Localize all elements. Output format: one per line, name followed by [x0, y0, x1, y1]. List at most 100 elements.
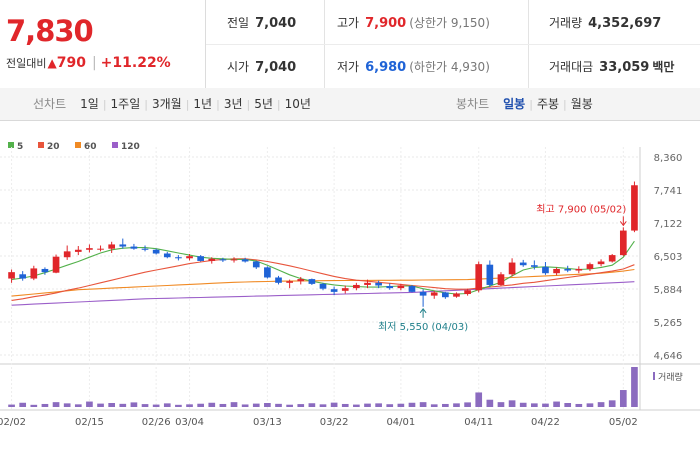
y-tick-label-2: 7,122 — [654, 219, 683, 230]
line-period-tab-0[interactable]: 1일 — [80, 97, 99, 111]
line-period-tab-5[interactable]: 5년 — [254, 97, 273, 111]
candle-body — [430, 292, 438, 296]
change-percent: +11.22% — [100, 55, 171, 71]
candle-27 — [308, 278, 316, 285]
x-tick-label-6: 04/01 — [386, 417, 415, 428]
candle-body — [130, 246, 138, 249]
candle-body — [464, 290, 471, 295]
candle-body — [252, 261, 260, 268]
volume-bar-42 — [475, 392, 483, 407]
tab-divider: | — [102, 98, 107, 111]
candle-body — [219, 259, 227, 261]
candle-54 — [608, 254, 616, 263]
x-tick-label-8: 04/22 — [531, 417, 560, 428]
candle-body — [375, 282, 382, 286]
candle-body — [197, 256, 204, 261]
volume-bar-29 — [330, 402, 338, 407]
line-period-tab-2[interactable]: 3개월 — [151, 97, 182, 111]
legend-swatch-3 — [112, 142, 118, 148]
volume-bar-13 — [152, 404, 160, 407]
ma120-line — [11, 281, 635, 306]
chart-legend: 5 20 60 120 — [8, 142, 140, 152]
x-tick-label-2: 02/26 — [142, 417, 171, 428]
x-tick-label-0: 02/02 — [0, 417, 26, 428]
candle-period-tab-0[interactable]: 일봉 — [503, 97, 526, 111]
candle-body — [586, 264, 594, 269]
candle-body — [175, 257, 182, 259]
candle-body — [508, 262, 516, 275]
open-value: 7,040 — [255, 60, 297, 75]
chart-grid: 8,360 7,741 7,122 6,503 5,884 5,265 4,646 — [0, 147, 700, 411]
candle-10 — [119, 238, 127, 249]
candle-47 — [530, 260, 538, 270]
candle-12 — [141, 245, 149, 252]
volume-bar-51 — [575, 403, 583, 407]
candle-3 — [41, 267, 49, 275]
volume-bar-1 — [19, 402, 27, 407]
candle-35 — [397, 283, 405, 291]
tab-divider: | — [144, 98, 148, 111]
legend-swatch-1 — [38, 142, 44, 148]
low-annotation: 최저 5,550 (04/03) — [378, 321, 468, 333]
change-amount: 790 — [56, 55, 86, 71]
candle-42 — [475, 261, 483, 293]
volume-bar-5 — [63, 403, 71, 407]
tab-divider: | — [185, 98, 190, 111]
candle-43 — [486, 260, 494, 288]
day-low-label: 저가 — [337, 60, 360, 74]
candle-20 — [230, 257, 238, 263]
volume-bar-14 — [163, 403, 171, 407]
candle-8 — [97, 245, 104, 252]
volume-bar-54 — [608, 400, 616, 407]
lower-limit: (하한가 4,930) — [409, 60, 490, 74]
x-tick-label-5: 03/22 — [320, 417, 349, 428]
candle-body — [8, 272, 15, 279]
volume-bar-10 — [119, 403, 127, 407]
candle-21 — [241, 257, 249, 263]
volume-bar-24 — [275, 403, 282, 407]
candle-body — [264, 267, 271, 278]
candle-36 — [408, 284, 416, 293]
change-row: 전일대비▲790 | +11.22% — [6, 55, 171, 71]
line-period-tab-1[interactable]: 1주일 — [110, 97, 141, 111]
candle-46 — [519, 259, 527, 267]
candle-body — [497, 274, 505, 285]
volume-bar-43 — [486, 399, 494, 407]
volume-bar-18 — [208, 402, 216, 407]
candle-body — [564, 268, 572, 271]
volume-bar-34 — [386, 404, 394, 407]
volume-bar-39 — [442, 403, 449, 407]
candle-4 — [52, 254, 60, 274]
candle-body — [141, 248, 149, 250]
x-tick-label-3: 03/04 — [175, 417, 204, 428]
line-chart-title: 선차트 — [33, 97, 67, 111]
candle-body — [408, 286, 416, 292]
volume-bar-3 — [41, 403, 49, 407]
volume-bar-9 — [108, 403, 116, 407]
line-period-tab-6[interactable]: 10년 — [284, 97, 311, 111]
chart-tabs: 선차트 1일 | 1주일 | 3개월 | 1년 | 3년 | 5년 | 10년 봉차트 일봉 | 주봉 | 월봉 — [0, 88, 700, 121]
candle-body — [163, 253, 171, 258]
stock-chart: 5 20 60 120 8,360 7,741 7,122 6,503 5,884 5,265 4… — [0, 142, 700, 428]
candle-23 — [264, 266, 271, 279]
candle-22 — [252, 260, 260, 269]
candle-body — [41, 268, 49, 273]
candle-period-tab-2[interactable]: 월봉 — [570, 97, 593, 111]
candle-2 — [30, 265, 38, 281]
x-tick-label-9: 05/02 — [609, 417, 638, 428]
legend-label-3: 120 — [121, 142, 140, 152]
open-label: 시가 — [227, 60, 250, 74]
upper-limit: (상한가 9,150) — [409, 16, 490, 30]
candle-body — [419, 291, 427, 296]
candle-body — [152, 249, 160, 254]
candle-9 — [108, 241, 116, 253]
candle-45 — [508, 258, 516, 277]
prev-close-value: 7,040 — [255, 16, 297, 31]
candle-body — [330, 289, 338, 292]
line-period-tab-4[interactable]: 3년 — [223, 97, 243, 111]
y-tick-label-0: 8,360 — [654, 153, 683, 164]
line-period-tab-3[interactable]: 1년 — [193, 97, 213, 111]
candle-52 — [586, 262, 594, 272]
candle-period-tab-1[interactable]: 주봉 — [536, 97, 560, 111]
candle-body — [597, 261, 605, 265]
